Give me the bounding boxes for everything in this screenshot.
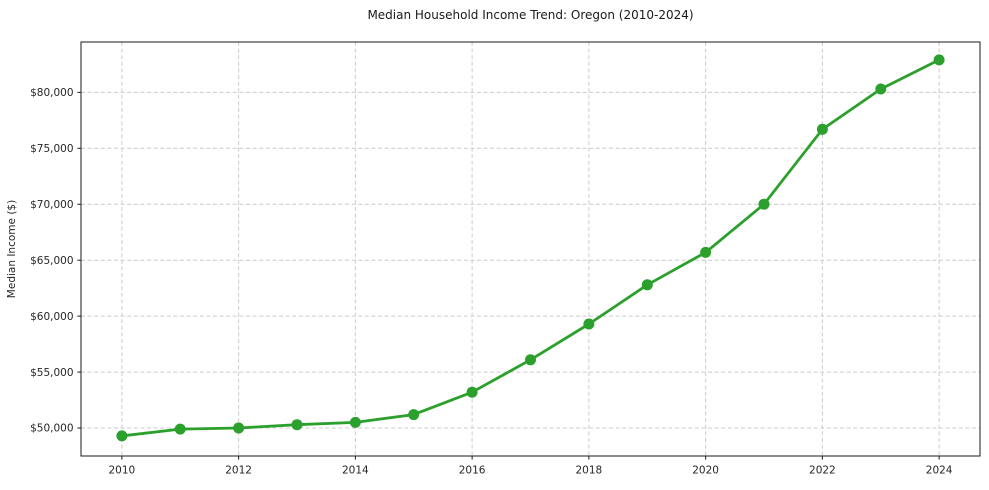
- y-tick-label: $75,000: [30, 143, 73, 155]
- data-point-2013: [291, 419, 303, 431]
- y-axis-label: Median Income ($): [6, 200, 18, 298]
- data-point-2011: [174, 423, 186, 435]
- data-point-2023: [875, 83, 887, 95]
- gridlines-group: [81, 42, 980, 456]
- x-tick-label: 2020: [692, 465, 719, 477]
- data-point-2018: [583, 318, 595, 330]
- plot-frame: [80, 41, 981, 457]
- x-tick-label: 2018: [576, 465, 603, 477]
- x-tick-label: 2014: [342, 465, 369, 477]
- data-point-2024: [933, 54, 945, 66]
- y-tick-label: $70,000: [30, 199, 73, 211]
- data-point-2019: [641, 279, 653, 291]
- y-tick-label: $65,000: [30, 255, 73, 267]
- data-point-2022: [816, 123, 828, 135]
- data-point-2016: [466, 386, 478, 398]
- x-tick-label: 2012: [225, 465, 252, 477]
- chart-title: Median Household Income Trend: Oregon (2…: [367, 8, 694, 22]
- x-tick-label: 2016: [459, 465, 486, 477]
- data-point-2014: [349, 416, 361, 428]
- series-group: [116, 54, 945, 442]
- data-point-2021: [758, 198, 770, 210]
- data-point-2015: [408, 409, 420, 421]
- data-point-2020: [700, 246, 712, 258]
- data-point-2017: [525, 354, 536, 366]
- y-tick-label: $60,000: [30, 311, 73, 323]
- x-tick-label: 2024: [926, 465, 953, 477]
- data-point-2010: [116, 430, 128, 442]
- trend-line: [120, 58, 941, 438]
- y-tick-label: $55,000: [30, 367, 73, 379]
- data-point-2012: [233, 422, 245, 434]
- x-tick-label: 2010: [108, 465, 135, 477]
- axes-group: 2010 2012 2014 2016 2018 2020 2022 2024 $50,000 $…: [30, 41, 981, 477]
- y-tick-label: $80,000: [30, 87, 73, 99]
- y-tick-label: $50,000: [30, 423, 73, 435]
- x-tick-label: 2022: [809, 465, 836, 477]
